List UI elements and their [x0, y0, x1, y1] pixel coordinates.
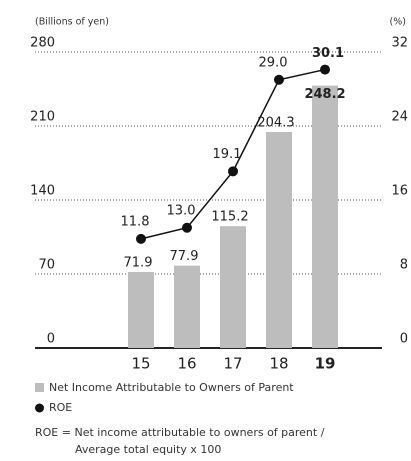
bar-value-label: 77.9 [170, 249, 199, 264]
roe-value-label: 29.0 [259, 55, 288, 70]
y-axis-label: (Billions of yen) [35, 17, 109, 28]
roe-point [274, 74, 284, 85]
note: Average total equity x 100 [75, 443, 221, 456]
bar [312, 85, 338, 349]
x-tick-label: 16 [177, 355, 196, 373]
x-tick-label: 19 [315, 355, 336, 373]
y2-tick-label: 24 [391, 110, 408, 125]
roe-value-label: 30.1 [312, 46, 344, 61]
bar-value-label: 248.2 [304, 87, 345, 102]
roe-value-label: 11.8 [121, 214, 150, 229]
y-tick-label: 210 [30, 110, 55, 125]
y-tick-label: 280 [30, 36, 55, 51]
bar [266, 132, 292, 348]
y2-tick-label: 0 [400, 332, 408, 347]
roe-point [320, 64, 330, 75]
roe-value-label: 13.0 [167, 203, 196, 218]
bar [128, 271, 154, 348]
bar [220, 226, 246, 348]
y-tick-label: 140 [30, 184, 55, 199]
roe-point [136, 233, 146, 244]
bar-value-label: 71.9 [124, 255, 153, 270]
legend-swatch [35, 383, 44, 392]
y-tick-label: 0 [47, 332, 55, 347]
bar [174, 265, 200, 348]
roe-point [228, 166, 238, 177]
y2-tick-label: 8 [400, 258, 408, 273]
legend-label: Net Income Attributable to Owners of Par… [49, 381, 294, 394]
note: ROE = Net income attributable to owners … [35, 426, 325, 439]
legend-label: ROE [49, 401, 72, 414]
bar-value-label: 115.2 [211, 210, 248, 225]
x-tick-label: 18 [269, 355, 288, 373]
roe-point [182, 222, 192, 233]
roe-value-label: 19.1 [213, 147, 242, 162]
y2-tick-label: 32 [391, 36, 408, 51]
x-tick-label: 15 [131, 355, 150, 373]
y2-tick-label: 16 [391, 184, 408, 199]
bar-value-label: 204.3 [257, 116, 294, 131]
y2-axis-label: (%) [390, 17, 406, 28]
x-tick-label: 17 [223, 355, 242, 373]
legend-swatch [35, 403, 44, 413]
y-tick-label: 70 [38, 258, 55, 273]
